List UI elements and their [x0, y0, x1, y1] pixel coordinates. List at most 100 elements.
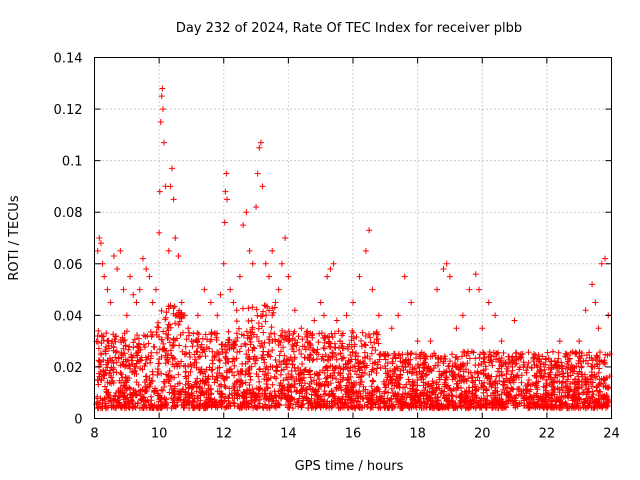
- data-point: [392, 392, 399, 399]
- data-point: [247, 373, 254, 380]
- data-point: [542, 398, 549, 405]
- data-point: [219, 341, 226, 348]
- data-point: [230, 355, 237, 362]
- data-point: [147, 404, 154, 411]
- data-point: [333, 317, 340, 324]
- data-point: [371, 339, 378, 346]
- y-tick-label: 0.06: [54, 258, 83, 273]
- data-point: [288, 389, 295, 396]
- data-point: [586, 349, 593, 356]
- data-point: [573, 403, 580, 410]
- data-point: [375, 340, 382, 347]
- data-point: [384, 368, 391, 375]
- data-point: [425, 395, 432, 402]
- data-point: [409, 380, 416, 387]
- data-point: [170, 335, 177, 342]
- data-point: [329, 349, 336, 356]
- data-point: [275, 286, 282, 293]
- data-point: [100, 356, 107, 363]
- y-tick-label: 0.12: [54, 103, 83, 118]
- data-point: [294, 339, 301, 346]
- data-point: [199, 377, 206, 384]
- data-point: [250, 344, 257, 351]
- data-point: [97, 405, 104, 412]
- data-point: [575, 390, 582, 397]
- data-point: [352, 395, 359, 402]
- data-point: [388, 385, 395, 392]
- data-point: [213, 334, 220, 341]
- data-point: [252, 357, 259, 364]
- data-point: [123, 312, 130, 319]
- y-axis-label: ROTI / TECUs: [7, 195, 22, 280]
- data-point: [158, 370, 165, 377]
- data-point: [362, 354, 369, 361]
- data-point: [262, 303, 269, 310]
- data-point: [366, 355, 373, 362]
- data-point: [375, 312, 382, 319]
- data-point: [272, 367, 279, 374]
- data-point: [182, 343, 189, 350]
- data-point: [249, 326, 256, 333]
- data-point: [465, 401, 472, 408]
- data-point: [132, 367, 139, 374]
- data-point: [454, 356, 461, 363]
- data-point: [586, 400, 593, 407]
- chart-title: Day 232 of 2024, Rate Of TEC Index for r…: [176, 21, 522, 36]
- data-point: [406, 361, 413, 368]
- data-point: [392, 354, 399, 361]
- data-point: [103, 386, 110, 393]
- data-point: [584, 375, 591, 382]
- data-point: [446, 401, 453, 408]
- data-point: [280, 366, 287, 373]
- data-point: [542, 356, 549, 363]
- data-point: [104, 389, 111, 396]
- data-point: [285, 273, 292, 280]
- data-point: [306, 355, 313, 362]
- data-point: [304, 339, 311, 346]
- data-point: [374, 365, 381, 372]
- data-point: [324, 273, 331, 280]
- data-point: [162, 352, 169, 359]
- data-point: [351, 389, 358, 396]
- data-point: [596, 365, 603, 372]
- data-point: [373, 336, 380, 343]
- data-point: [563, 401, 570, 408]
- data-point: [140, 404, 147, 411]
- data-point: [258, 323, 265, 330]
- data-point: [254, 170, 261, 177]
- data-point: [291, 307, 298, 314]
- data-point: [234, 368, 241, 375]
- data-point: [194, 339, 201, 346]
- data-point: [556, 389, 563, 396]
- data-point: [340, 354, 347, 361]
- data-point: [108, 374, 115, 381]
- data-point: [397, 355, 404, 362]
- data-point: [557, 405, 564, 412]
- data-point: [291, 328, 298, 335]
- data-point: [189, 398, 196, 405]
- data-point: [236, 273, 243, 280]
- data-point: [275, 338, 282, 345]
- data-point: [553, 396, 560, 403]
- data-point: [132, 404, 139, 411]
- data-point: [162, 314, 169, 321]
- data-point: [241, 394, 248, 401]
- data-point: [487, 357, 494, 364]
- data-point: [139, 404, 146, 411]
- data-point: [355, 398, 362, 405]
- data-point: [311, 398, 318, 405]
- data-point: [260, 344, 267, 351]
- data-point: [285, 387, 292, 394]
- data-point: [131, 336, 138, 343]
- data-point: [465, 350, 472, 357]
- data-point: [169, 385, 176, 392]
- data-point: [137, 346, 144, 353]
- data-point: [274, 364, 281, 371]
- data-point: [574, 378, 581, 385]
- data-point: [542, 370, 549, 377]
- data-point: [223, 170, 230, 177]
- data-point: [381, 380, 388, 387]
- data-point: [110, 360, 117, 367]
- data-point: [466, 355, 473, 362]
- data-point: [250, 389, 257, 396]
